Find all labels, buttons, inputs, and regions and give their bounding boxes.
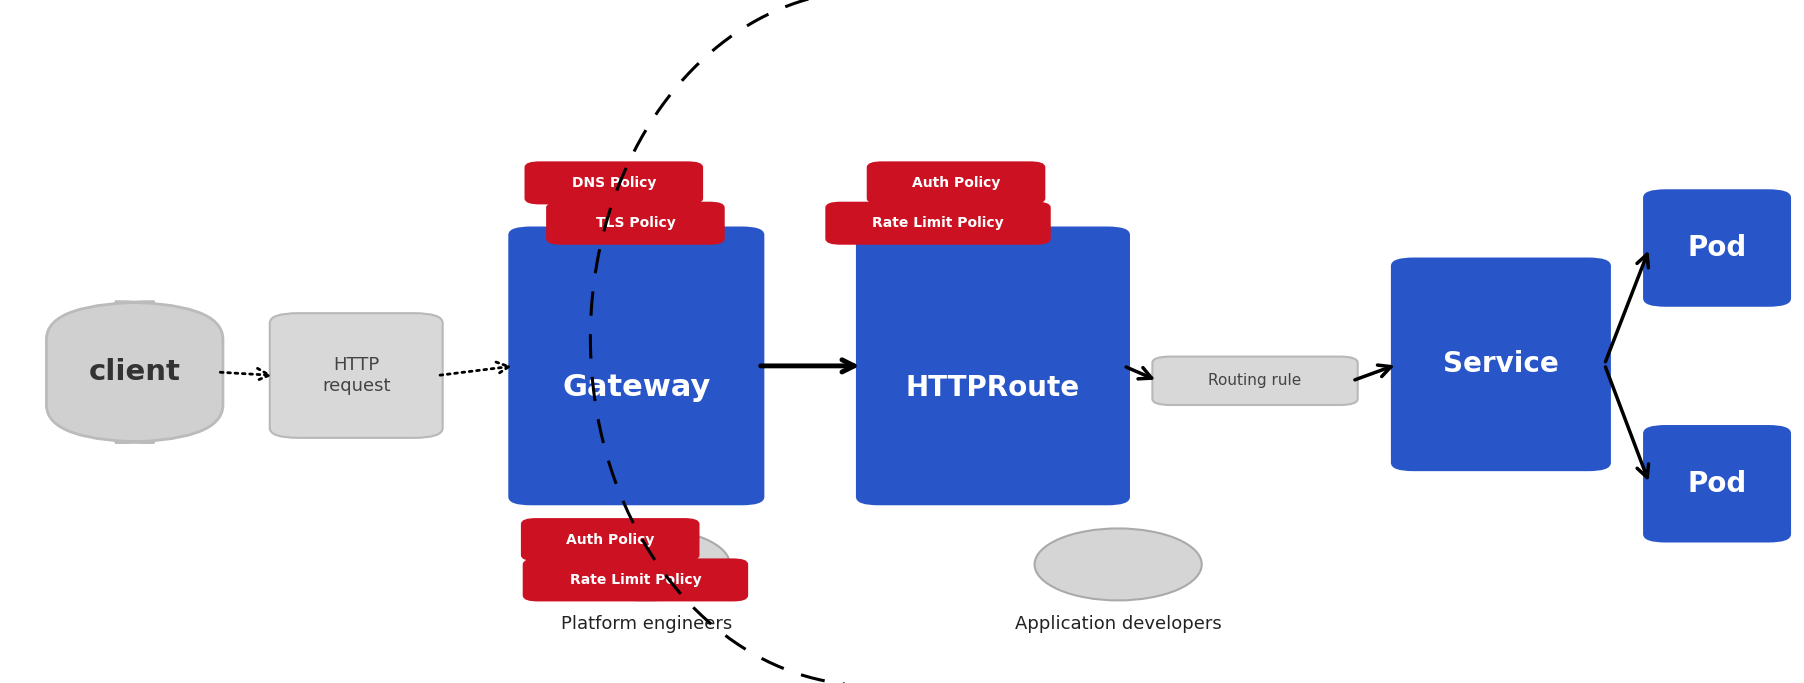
Text: Auth Policy: Auth Policy: [911, 176, 999, 190]
Text: Service: Service: [1443, 350, 1559, 378]
FancyBboxPatch shape: [1393, 259, 1609, 470]
Text: Pod: Pod: [1687, 234, 1746, 262]
Text: Rate Limit Policy: Rate Limit Policy: [871, 217, 1003, 230]
Text: HTTP
request: HTTP request: [321, 356, 390, 395]
FancyBboxPatch shape: [523, 559, 747, 600]
FancyBboxPatch shape: [1153, 357, 1358, 405]
Text: client: client: [88, 358, 180, 386]
FancyBboxPatch shape: [547, 203, 723, 244]
Text: Routing rule: Routing rule: [1209, 374, 1302, 388]
FancyBboxPatch shape: [47, 302, 224, 442]
Text: TLS Policy: TLS Policy: [595, 217, 675, 230]
Text: Gateway: Gateway: [563, 373, 711, 402]
FancyBboxPatch shape: [521, 519, 698, 560]
Text: Rate Limit Policy: Rate Limit Policy: [570, 573, 702, 587]
Text: Application developers: Application developers: [1016, 615, 1221, 633]
FancyBboxPatch shape: [826, 203, 1050, 244]
Text: DNS Policy: DNS Policy: [572, 176, 657, 190]
FancyBboxPatch shape: [525, 163, 702, 204]
FancyBboxPatch shape: [857, 227, 1129, 504]
Text: Platform engineers: Platform engineers: [561, 615, 732, 633]
FancyBboxPatch shape: [509, 227, 763, 504]
FancyBboxPatch shape: [1643, 426, 1790, 542]
FancyBboxPatch shape: [271, 313, 442, 438]
Ellipse shape: [563, 529, 731, 600]
FancyBboxPatch shape: [868, 163, 1045, 204]
Text: Auth Policy: Auth Policy: [566, 533, 655, 546]
Text: Pod: Pod: [1687, 470, 1746, 498]
Text: HTTPRoute: HTTPRoute: [906, 374, 1081, 402]
FancyBboxPatch shape: [1643, 191, 1790, 306]
Ellipse shape: [1034, 529, 1201, 600]
